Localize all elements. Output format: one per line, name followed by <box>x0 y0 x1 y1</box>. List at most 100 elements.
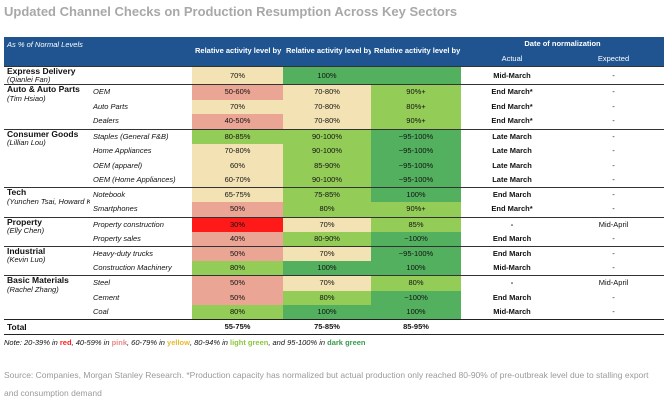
mid-mar-value: 70-80% <box>283 99 371 115</box>
sector-cell: Tech(Yunchen Tsai, Howard Kao) <box>4 187 90 218</box>
end-mar-value: ~95-100% <box>371 173 461 188</box>
actual-date: Late March <box>461 128 563 144</box>
mid-mar-value: 100% <box>283 305 371 320</box>
actual-date: End March <box>492 292 532 302</box>
col-header-end-feb: Relative activity level by end-Feb <box>192 37 283 67</box>
sector-name: Industrial <box>7 246 46 257</box>
total-end-feb: 55-75% <box>192 319 283 336</box>
sub-sector-label: Cement <box>93 292 120 302</box>
end-mar-value: ~100% <box>371 231 461 247</box>
expected-date: - <box>612 204 615 214</box>
channel-checks-table: As % of Normal Levels Relative activity … <box>4 37 665 336</box>
mid-mar-value: 80% <box>283 202 371 218</box>
end-feb-value: 80% <box>192 261 283 276</box>
sub-sector-label: OEM (Home Appliances) <box>93 175 176 185</box>
note-sep3: , 80-94% in <box>189 338 230 347</box>
sub-sector-label: Notebook <box>90 187 192 203</box>
sector-name: Express Delivery <box>7 66 76 76</box>
end-feb-value: 60% <box>192 158 283 174</box>
expected-date: - <box>563 128 665 144</box>
sector-cell: Auto & Auto Parts (Tim Hsiao) <box>4 84 90 130</box>
expected-date: - <box>612 175 615 185</box>
sub-sector-label: OEM (apparel) <box>93 160 143 170</box>
sub-sector-label: OEM <box>90 84 192 100</box>
sector-name: Property <box>7 217 42 227</box>
sector-cell: Property (Elly Chen) <box>4 216 90 247</box>
sector-analyst: (Rachel Zhang) <box>7 284 59 294</box>
total-actual-blank <box>461 319 563 336</box>
end-mar-value: 90%+ <box>371 202 461 218</box>
sub-sector-label <box>90 65 192 85</box>
end-feb-value: 70% <box>192 65 283 85</box>
sector-analyst: (Kevin Luo) <box>7 255 46 265</box>
mid-mar-value: 70% <box>283 216 371 232</box>
actual-date: Late March <box>492 175 532 185</box>
expected-date: - <box>612 101 615 111</box>
expected-date: - <box>612 292 615 302</box>
col-header-mid-mar: Relative activity level by mid-Mar <box>283 37 371 67</box>
col-header-actual: Actual <box>461 51 563 67</box>
end-mar-value: 100% <box>371 187 461 203</box>
expected-date: - <box>612 307 615 317</box>
actual-date: - <box>461 275 563 291</box>
mid-mar-value: 80% <box>283 290 371 306</box>
table-row: Smartphones 50% 80% 90%+ End March* - <box>4 202 664 218</box>
col-header-end-mar: Relative activity level by end-Mar <box>371 37 461 67</box>
table-row: Tech(Yunchen Tsai, Howard Kao)Notebook65… <box>4 187 665 218</box>
end-mar-value: ~95-100% <box>371 158 461 174</box>
end-feb-value: 30% <box>192 216 283 232</box>
end-feb-value: 50% <box>192 290 283 306</box>
expected-date: - <box>563 187 665 203</box>
sector-analyst: (Qianlei Fan) <box>7 75 51 85</box>
table-row: Auto Parts 70% 70-80% 80%+ End March* - <box>4 99 664 115</box>
sector-cell: Consumer Goods (Lillian Lou) <box>4 128 90 188</box>
end-mar-value: ~100% <box>371 290 461 306</box>
actual-date: Late March <box>492 160 532 170</box>
mid-mar-value: 80-90% <box>283 231 371 247</box>
sub-sector-label: Property construction <box>90 216 192 232</box>
total-end-mar: 85-95% <box>371 319 461 336</box>
end-feb-value: 40-50% <box>192 114 283 130</box>
sector-cell: Basic Materials (Rachel Zhang) <box>4 275 90 320</box>
actual-date: Mid-March <box>493 263 531 273</box>
actual-date: End March* <box>461 84 563 100</box>
note-sep1: , 40-59% in <box>71 338 112 347</box>
sector-analyst: (Yunchen Tsai, Howard Kao) <box>7 196 90 206</box>
end-mar-value: 85% <box>371 216 461 232</box>
end-feb-value: 65-75% <box>192 187 283 203</box>
sector-name: Basic Materials <box>7 275 69 286</box>
table-row: Home Appliances 70-80% 90-100% ~95-100% Late… <box>4 143 664 159</box>
sector-name: Tech <box>7 187 27 198</box>
end-mar-value: 80% <box>371 275 461 291</box>
table-row: OEM (Home Appliances) 60-70% 90-100% ~95-10… <box>4 173 664 188</box>
end-feb-value: 50% <box>192 246 283 262</box>
expected-date: Mid-April <box>563 275 665 291</box>
note-sep2: , 60-79% in <box>127 338 168 347</box>
mid-mar-value: 90-100% <box>283 173 371 188</box>
expected-date: - <box>612 116 615 126</box>
table-row: Coal 80% 100% 100% Mid-March - <box>4 305 664 320</box>
sub-sector-label: Staples (General F&B) <box>90 128 192 144</box>
sub-sector-label: Property sales <box>93 233 141 243</box>
mid-mar-value: 100% <box>283 65 371 85</box>
sector-analyst: (Tim Hsiao) <box>7 93 46 103</box>
table-row: Construction Machinery 80% 100% 100% Mid-Mar… <box>4 261 664 276</box>
source-footnote: Source: Companies, Morgan Stanley Resear… <box>4 370 649 398</box>
table-row: Consumer Goods (Lillian Lou) Staples (Gene… <box>4 128 665 188</box>
end-mar-value: ~95-100% <box>371 246 461 262</box>
end-mar-value: 90%+ <box>371 114 461 130</box>
mid-mar-value: 70% <box>283 246 371 262</box>
end-mar-value <box>371 65 461 85</box>
actual-date: End March* <box>491 204 533 214</box>
row-label-header: As % of Normal Levels <box>4 37 192 67</box>
expected-date: - <box>612 263 615 273</box>
note-light-green: light green <box>230 338 269 347</box>
mid-mar-value: 75-85% <box>283 187 371 203</box>
table-row: Auto & Auto Parts (Tim Hsiao) OEM 50-60% 70-… <box>4 84 665 130</box>
table-row: Express Delivery (Qianlei Fan) 70% 100% Mid-… <box>4 65 665 85</box>
mid-mar-value: 100% <box>283 261 371 276</box>
end-mar-value: 100% <box>371 261 461 276</box>
expected-date: - <box>612 145 615 155</box>
sector-cell: Express Delivery (Qianlei Fan) <box>4 65 90 85</box>
col-header-expected: Expected <box>563 51 665 67</box>
